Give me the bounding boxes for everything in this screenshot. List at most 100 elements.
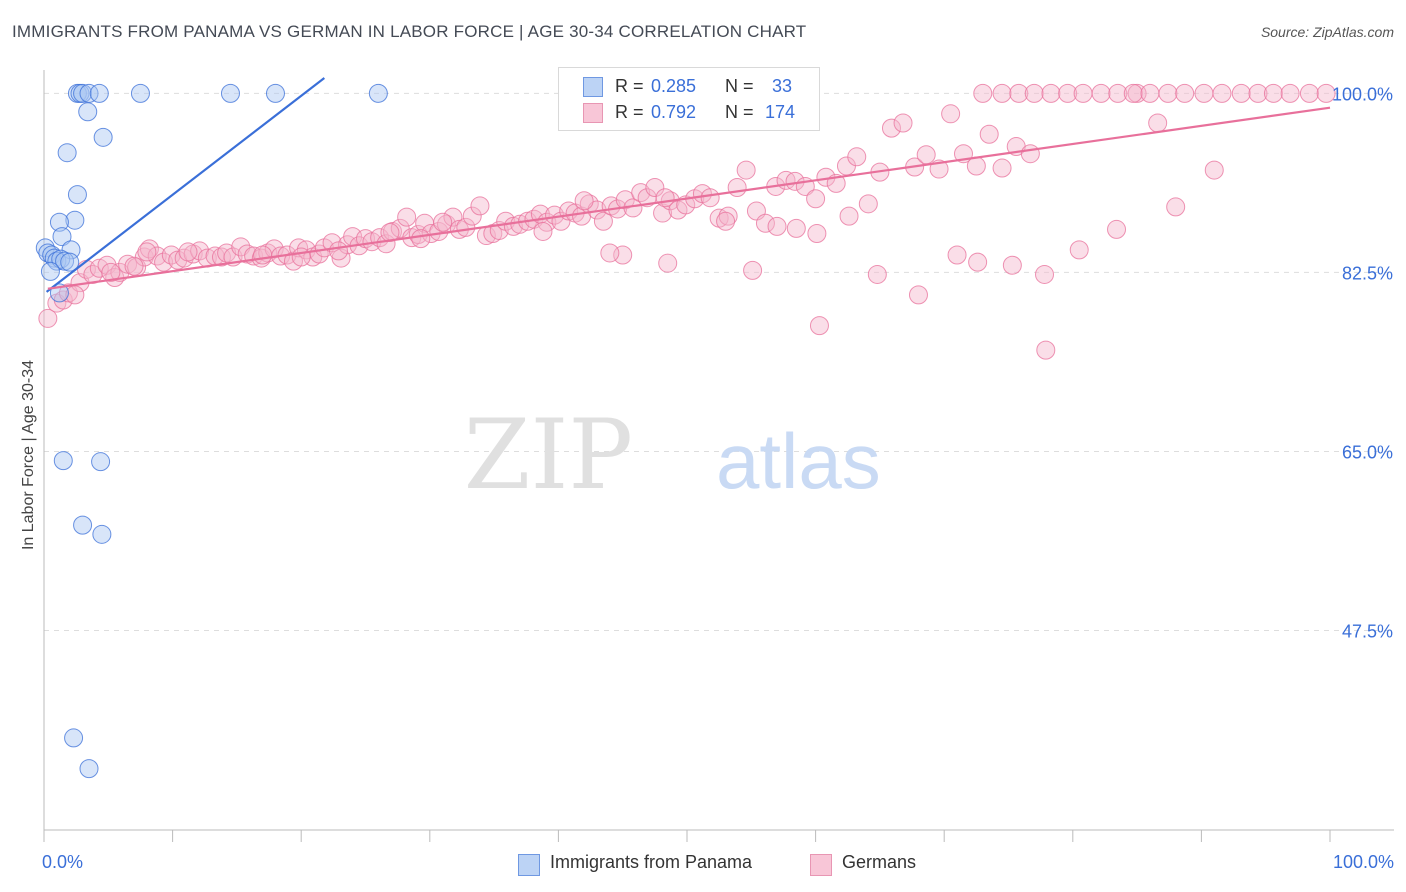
germans-point <box>593 211 613 231</box>
germans-point <box>655 188 675 208</box>
germans-point <box>839 206 859 226</box>
germans-trend-line <box>47 106 1331 290</box>
germans-point <box>231 237 251 257</box>
series-legend: Immigrants from Panama Germans <box>0 852 1406 878</box>
germans-point <box>979 124 999 144</box>
germans-point <box>1107 219 1127 239</box>
legend-label-panama: Immigrants from Panama <box>550 852 753 872</box>
germans-point <box>786 218 806 238</box>
germans-point <box>743 260 763 280</box>
trend-lines <box>45 77 1331 293</box>
germans-point <box>1091 83 1111 103</box>
germans-point <box>736 160 756 180</box>
germans-point <box>1248 83 1268 103</box>
panama-trend-line <box>45 77 326 293</box>
legend-swatch-panama <box>583 77 603 97</box>
germans-point <box>947 245 967 265</box>
zipatlas-watermark: ZIP atlas <box>464 399 881 511</box>
germans-point <box>767 216 787 236</box>
germans-point <box>858 194 878 214</box>
germans-point <box>700 188 720 208</box>
germans-point <box>847 147 867 167</box>
germans-point <box>101 262 121 282</box>
legend-n-value: 33 <box>772 76 793 96</box>
germans-point <box>916 145 936 165</box>
germans-point <box>390 218 410 238</box>
germans-point <box>533 221 553 241</box>
germans-point <box>124 256 144 276</box>
panama-point <box>49 212 69 232</box>
germans-point <box>137 242 157 262</box>
germans-point <box>38 308 58 328</box>
correlation-legend: R = 0.285 N = 33 R = 0.792 N = 174 <box>558 67 820 131</box>
germans-point <box>718 206 738 226</box>
germans-point <box>1299 83 1319 103</box>
germans-point <box>1041 83 1061 103</box>
germans-point <box>1204 160 1224 180</box>
x-tick-label-max: 100.0% <box>1332 852 1394 872</box>
germans-point <box>1231 83 1251 103</box>
panama-point <box>91 452 111 472</box>
legend-swatch-panama <box>518 854 540 876</box>
panama-point <box>67 185 87 205</box>
legend-r-label: R = <box>615 76 644 96</box>
germans-point <box>470 196 490 216</box>
germans-point <box>178 242 198 262</box>
germans-point <box>1194 83 1214 103</box>
panama-point <box>40 261 60 281</box>
germans-point <box>941 104 961 124</box>
germans-point <box>1175 83 1195 103</box>
germans-point <box>973 83 993 103</box>
panama-point <box>73 515 93 535</box>
germans-point <box>1108 83 1128 103</box>
panama-point <box>265 83 285 103</box>
germans-point <box>807 224 827 244</box>
panama-point <box>53 451 73 471</box>
germans-point <box>1123 83 1143 103</box>
watermark-zip: ZIP <box>464 399 633 511</box>
germans-point <box>161 245 181 265</box>
germans-points <box>38 83 1336 360</box>
panama-point <box>220 83 240 103</box>
germans-point <box>867 264 887 284</box>
germans-point <box>645 177 665 197</box>
germans-point <box>1009 83 1029 103</box>
germans-point <box>806 189 826 209</box>
panama-point <box>65 210 85 230</box>
germans-point <box>1263 83 1283 103</box>
chart-source: Source: ZipAtlas.com <box>1260 24 1394 40</box>
panama-point <box>57 143 77 163</box>
germans-point <box>968 252 988 272</box>
y-tick-label: 65.0% <box>1342 442 1393 462</box>
germans-point <box>443 207 463 227</box>
legend-swatch-germans <box>583 103 603 123</box>
y-tick-label: 82.5% <box>1342 263 1393 283</box>
panama-point <box>92 524 112 544</box>
legend-r-value: 0.792 <box>651 102 697 122</box>
panama-point <box>78 102 98 122</box>
germans-point <box>1069 240 1089 260</box>
germans-point <box>433 212 453 232</box>
germans-point <box>397 207 417 227</box>
germans-point <box>1148 113 1168 133</box>
germans-point <box>1058 83 1078 103</box>
germans-point <box>755 213 775 233</box>
germans-point <box>1036 340 1056 360</box>
panama-point <box>368 83 388 103</box>
germans-point <box>992 158 1012 178</box>
y-tick-label: 47.5% <box>1342 621 1393 641</box>
germans-point <box>658 253 678 273</box>
legend-r-value: 0.285 <box>651 76 697 96</box>
y-tick-labels: 47.5% 65.0% 82.5% 100.0% <box>1332 84 1393 641</box>
germans-point <box>1166 197 1186 217</box>
panama-point <box>52 227 72 247</box>
germans-point <box>1158 83 1178 103</box>
germans-point <box>1280 83 1300 103</box>
germans-point <box>615 190 635 210</box>
legend-n-label: N = <box>725 102 754 122</box>
chart-title: IMMIGRANTS FROM PANAMA VS GERMAN IN LABO… <box>12 22 807 41</box>
panama-point <box>64 728 84 748</box>
germans-point <box>1035 264 1055 284</box>
germans-point <box>376 234 396 254</box>
